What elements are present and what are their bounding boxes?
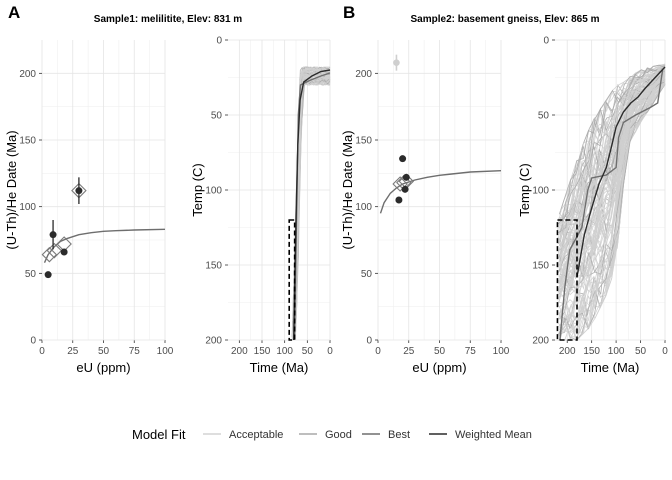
x-tick-label: 50: [635, 346, 647, 357]
x-tick-label: 200: [231, 346, 248, 357]
y-tick-label: 150: [532, 261, 549, 272]
model-date-diamond: [46, 242, 63, 259]
x-tick-label: 25: [403, 346, 415, 357]
y-tick-label: 200: [355, 69, 372, 80]
y-tick-label: 150: [19, 136, 36, 147]
y-tick-label: 0: [30, 336, 36, 347]
observed-date-point: [49, 231, 57, 239]
y-tick-label: 0: [543, 36, 549, 47]
model-tT-path: [294, 66, 330, 260]
constraint-box: [556, 219, 578, 341]
y-tick-label: 200: [19, 69, 36, 80]
x-axis-label: eU (ppm): [412, 360, 466, 375]
model-tT-path: [559, 75, 666, 296]
model-tT-path: [557, 64, 666, 225]
y-tick-label: 50: [211, 111, 223, 122]
sample1-date-eu-plot: 0 25 50 75 100 0 50 100 150 200 eU (ppm) (U-Th)/He …: [4, 40, 174, 375]
x-tick-label: 100: [276, 346, 293, 357]
y-tick-label: 100: [355, 202, 372, 213]
outlier-point: [393, 59, 400, 66]
x-tick-label: 0: [662, 346, 668, 357]
x-tick-label: 100: [608, 346, 625, 357]
x-tick-label: 0: [327, 346, 333, 357]
x-tick-label: 100: [157, 346, 174, 357]
x-axis-label: Time (Ma): [581, 360, 640, 375]
legend-label-good: Good: [325, 429, 352, 441]
observed-date-point: [401, 185, 409, 193]
observed-date-point: [44, 271, 52, 279]
y-tick-label: 200: [205, 336, 222, 347]
x-tick-label: 50: [302, 346, 314, 357]
legend-item-weighted-mean: Weighted Mean: [429, 429, 532, 441]
y-tick-label: 0: [216, 36, 222, 47]
weighted-mean-path: [576, 66, 666, 278]
legend: Model Fit Acceptable Good Best Weighted …: [132, 427, 532, 442]
legend-item-acceptable: Acceptable: [203, 429, 283, 441]
y-axis-label: Temp (C): [517, 163, 532, 216]
observed-date-point: [402, 173, 410, 181]
panel-label-a: A: [8, 3, 20, 22]
x-axis-label: Time (Ma): [250, 360, 309, 375]
sample2-date-eu-plot: 0 25 50 75 100 0 50 100 150 200 eU (ppm) (U-Th)/He …: [340, 40, 510, 375]
x-tick-label: 75: [129, 346, 141, 357]
legend-label-acceptable: Acceptable: [229, 429, 283, 441]
observed-date-point: [395, 196, 403, 204]
model-date-diamond: [41, 246, 58, 263]
observed-date-point: [75, 187, 83, 195]
constraint-box: [288, 219, 296, 341]
x-tick-label: 150: [583, 346, 600, 357]
y-tick-label: 100: [532, 186, 549, 197]
y-tick-label: 150: [355, 136, 372, 147]
legend-label-best: Best: [388, 429, 410, 441]
y-tick-label: 50: [25, 269, 37, 280]
model-date-diamond: [392, 176, 408, 192]
x-tick-label: 50: [434, 346, 446, 357]
observed-date-point: [60, 248, 68, 256]
x-tick-label: 150: [254, 346, 271, 357]
model-tT-path: [559, 72, 666, 269]
x-tick-label: 75: [465, 346, 477, 357]
legend-item-good: Good: [299, 429, 352, 441]
y-axis-label: Temp (C): [190, 163, 205, 216]
y-tick-label: 0: [366, 336, 372, 347]
model-tT-path: [559, 75, 666, 298]
x-axis-label: eU (ppm): [76, 360, 130, 375]
best-fit-path: [559, 69, 664, 341]
y-tick-label: 150: [205, 261, 222, 272]
model-tT-path: [558, 66, 666, 222]
model-date-curve: [379, 170, 502, 214]
y-axis-label: (U-Th)/He Date (Ma): [4, 130, 19, 249]
legend-label-weighted-mean: Weighted Mean: [455, 429, 532, 441]
sample2-title: Sample2: basement gneiss, Elev: 865 m: [411, 14, 600, 25]
panel-label-b: B: [343, 3, 355, 22]
x-tick-label: 0: [39, 346, 45, 357]
y-tick-label: 50: [361, 269, 373, 280]
model-tT-path: [291, 76, 331, 339]
y-axis-label: (U-Th)/He Date (Ma): [340, 130, 355, 249]
y-tick-label: 200: [532, 336, 549, 347]
y-tick-label: 50: [538, 111, 550, 122]
legend-title: Model Fit: [132, 427, 186, 442]
model-tT-path: [558, 68, 666, 243]
sample1-title: Sample1: melilitite, Elev: 831 m: [94, 14, 243, 25]
sample2-time-temp-plot: 200 150 100 50 0 0 50 100 150 200 Time (Ma) Temp (C…: [517, 36, 668, 376]
x-tick-label: 50: [98, 346, 110, 357]
model-tT-path: [558, 65, 666, 233]
x-tick-label: 100: [493, 346, 510, 357]
legend-item-best: Best: [362, 429, 410, 441]
x-tick-label: 0: [375, 346, 381, 357]
observed-date-point: [399, 155, 407, 163]
model-tT-path: [294, 71, 331, 289]
x-tick-label: 200: [559, 346, 576, 357]
model-date-curve: [43, 228, 166, 263]
y-tick-label: 100: [205, 186, 222, 197]
model-tT-path: [557, 69, 666, 252]
x-tick-label: 25: [67, 346, 79, 357]
model-tT-path: [559, 67, 666, 244]
y-tick-label: 100: [19, 202, 36, 213]
